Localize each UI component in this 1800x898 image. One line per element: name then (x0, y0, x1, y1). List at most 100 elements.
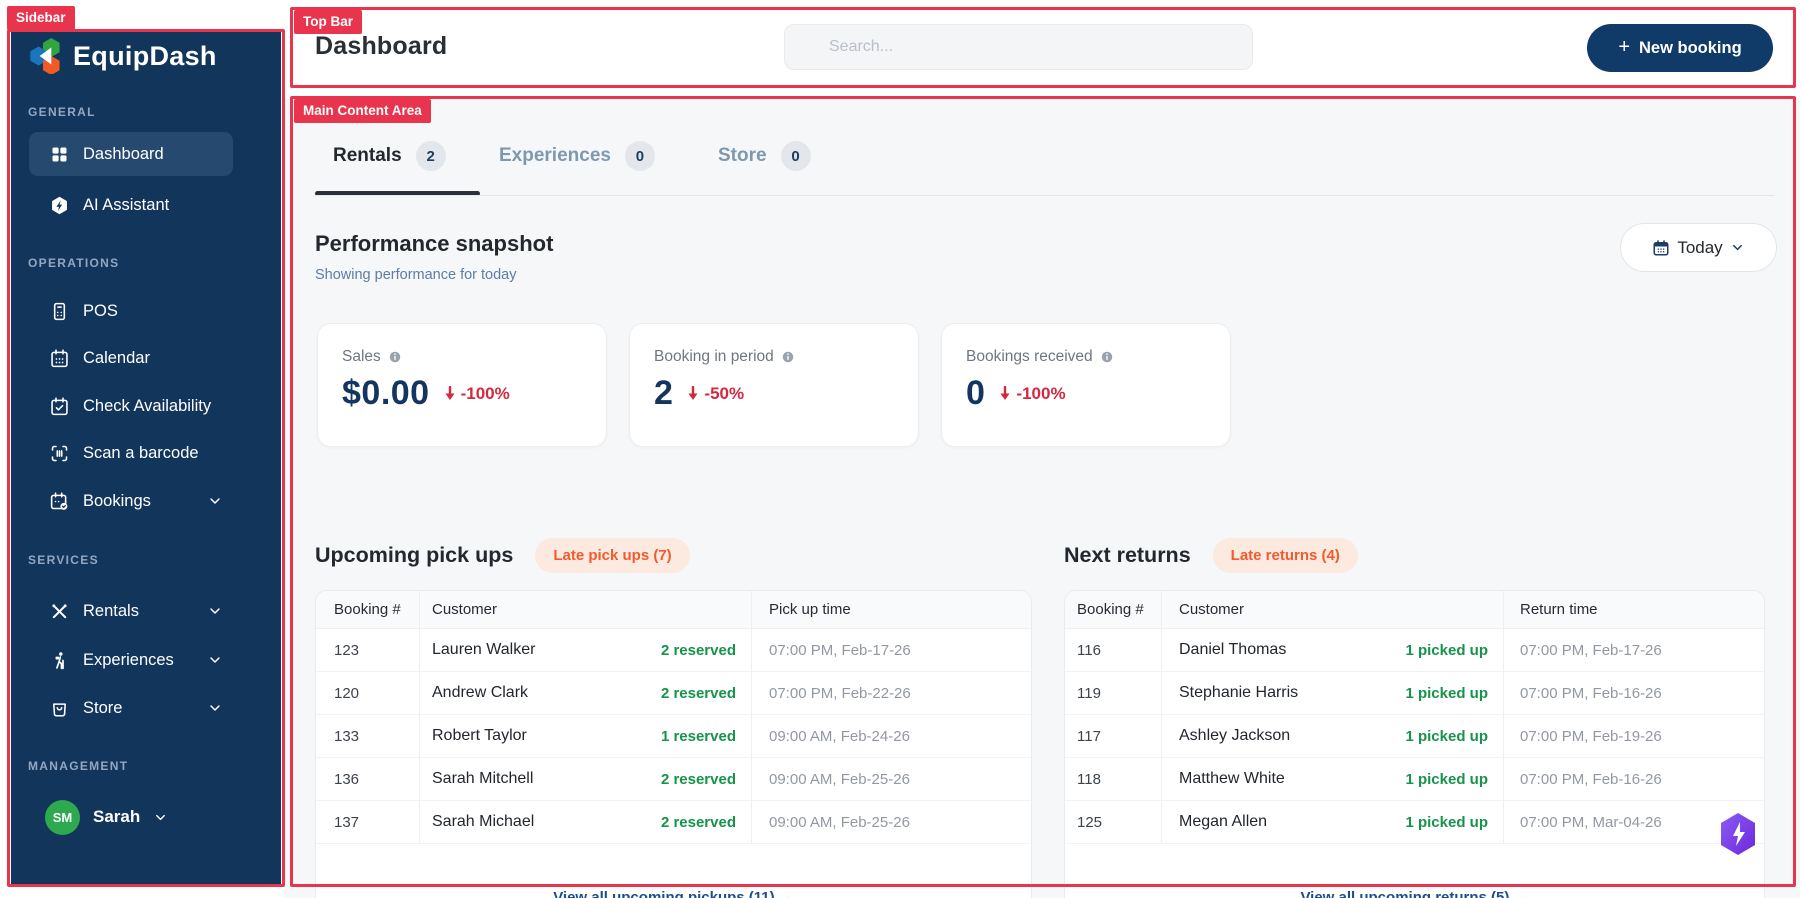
table-row[interactable]: 137 Sarah Michael 2 reserved 09:00 AM, Fe… (316, 801, 1031, 844)
pickup-time: 07:00 PM, Feb-17-26 (751, 629, 1031, 671)
view-all-pickups-link[interactable]: View all upcoming pickups (11) → (553, 889, 794, 898)
table-row[interactable]: 116 Daniel Thomas 1 picked up 07:00 PM, F… (1065, 629, 1764, 672)
sidebar: EquipDash GENERAL Dashboard AI Assistant… (11, 32, 281, 884)
table-row[interactable]: 125 Megan Allen 1 picked up 07:00 PM, Mar… (1065, 801, 1764, 844)
brand-logo[interactable]: EquipDash (11, 36, 281, 76)
customer-name: Matthew White (1179, 770, 1285, 787)
sidebar-item-rentals[interactable]: Rentals (29, 589, 233, 633)
table-row[interactable]: 136 Sarah Mitchell 2 reserved 09:00 AM, F… (316, 758, 1031, 801)
booking-number: 123 (334, 641, 360, 659)
arrow-down-icon (999, 386, 1011, 401)
info-icon[interactable] (781, 350, 795, 364)
status-badge: 2 reserved (660, 641, 736, 659)
sidebar-item-dashboard[interactable]: Dashboard (29, 132, 233, 176)
return-time: 07:00 PM, Feb-16-26 (1503, 758, 1764, 800)
sidebar-item-experiences[interactable]: Experiences (29, 638, 233, 682)
customer-name: Sarah Michael (432, 813, 535, 830)
sidebar-item-label: Rentals (83, 601, 139, 620)
customer-name: Daniel Thomas (1179, 641, 1287, 658)
tab-store[interactable]: Store 0 (718, 141, 811, 171)
metric-card-booking-in-period: Booking in period 2 -50% (629, 323, 919, 447)
column-header: Booking # (1077, 601, 1144, 618)
section-label-operations: OPERATIONS (28, 256, 120, 270)
booking-number: 136 (334, 770, 360, 788)
metric-label: Bookings received (966, 348, 1093, 365)
sidebar-item-pos[interactable]: POS (29, 289, 233, 333)
returns-title: Next returns (1064, 543, 1191, 567)
metric-card-sales: Sales $0.00 -100% (317, 323, 607, 447)
metric-label: Booking in period (654, 348, 774, 365)
returns-table: Booking # Customer Return time 116 Danie… (1064, 590, 1765, 898)
metric-label: Sales (342, 348, 381, 365)
performance-title: Performance snapshot (315, 231, 554, 256)
sidebar-item-calendar[interactable]: Calendar (29, 336, 233, 380)
return-time: 07:00 PM, Mar-04-26 (1503, 801, 1764, 843)
tab-experiences[interactable]: Experiences 0 (499, 141, 655, 171)
tab-experiences-count: 0 (624, 141, 655, 171)
pos-terminal-icon (47, 299, 71, 323)
sidebar-item-check-availability[interactable]: Check Availability (29, 384, 233, 428)
table-row[interactable]: 120 Andrew Clark 2 reserved 07:00 PM, Feb… (316, 672, 1031, 715)
table-row[interactable]: 119 Stephanie Harris 1 picked up 07:00 PM… (1065, 672, 1764, 715)
table-row[interactable]: 133 Robert Taylor 1 reserved 09:00 AM, Fe… (316, 715, 1031, 758)
search-input[interactable] (784, 24, 1253, 70)
table-row[interactable]: 118 Matthew White 1 picked up 07:00 PM, F… (1065, 758, 1764, 801)
calendar-icon (47, 346, 71, 370)
customer-name: Andrew Clark (432, 684, 529, 701)
tab-experiences-label: Experiences (499, 145, 611, 166)
tab-rentals[interactable]: Rentals 2 (333, 141, 446, 171)
sidebar-item-label: Calendar (83, 348, 150, 367)
pickups-header: Upcoming pick ups Late pick ups (7) (315, 538, 690, 573)
pickup-time: 07:00 PM, Feb-22-26 (751, 672, 1031, 714)
sidebar-item-store[interactable]: Store (29, 686, 233, 730)
sidebar-item-bookings[interactable]: Bookings (29, 479, 233, 523)
hiker-icon (47, 648, 71, 672)
user-name: Sarah (93, 807, 141, 826)
pickups-table: Booking # Customer Pick up time 123 Laur… (315, 590, 1032, 898)
info-icon[interactable] (1100, 350, 1114, 364)
chevron-down-icon (207, 700, 223, 716)
status-badge: 1 picked up (1405, 727, 1488, 745)
late-returns-badge[interactable]: Late returns (4) (1212, 538, 1358, 573)
booking-number: 118 (1077, 770, 1101, 788)
customer-name: Ashley Jackson (1179, 727, 1291, 744)
info-icon[interactable] (388, 350, 402, 364)
barcode-scan-icon (47, 441, 71, 465)
status-badge: 1 picked up (1405, 641, 1488, 659)
status-badge: 2 reserved (660, 684, 736, 702)
late-pickups-badge[interactable]: Late pick ups (7) (535, 538, 690, 573)
period-selector-button[interactable]: Today (1620, 223, 1777, 272)
booking-number: 137 (334, 813, 360, 831)
calendar-check-icon (47, 394, 71, 418)
column-header: Customer (1161, 591, 1503, 628)
returns-header: Next returns Late returns (4) (1064, 538, 1358, 573)
table-row[interactable]: 117 Ashley Jackson 1 picked up 07:00 PM, … (1065, 715, 1764, 758)
user-menu[interactable]: SM Sarah (11, 799, 281, 835)
status-badge: 1 picked up (1405, 770, 1488, 788)
dashboard-grid-icon (47, 142, 71, 166)
sidebar-item-ai-assistant[interactable]: AI Assistant (29, 183, 233, 227)
new-booking-button[interactable]: + New booking (1587, 24, 1773, 72)
tab-store-count: 0 (780, 141, 811, 171)
bookings-calendar-icon (47, 489, 71, 513)
booking-number: 120 (334, 684, 360, 702)
column-header: Booking # (334, 601, 401, 618)
sidebar-item-label: AI Assistant (83, 195, 170, 214)
column-header: Pick up time (751, 591, 1031, 628)
sidebar-item-label: Dashboard (83, 144, 164, 163)
chevron-down-icon (207, 603, 223, 619)
sidebar-item-label: Scan a barcode (83, 443, 199, 462)
column-header: Return time (1503, 591, 1764, 628)
sidebar-item-label: POS (83, 301, 118, 320)
performance-subtitle: Showing performance for today (315, 267, 517, 283)
table-row[interactable]: 123 Lauren Walker 2 reserved 07:00 PM, Fe… (316, 629, 1031, 672)
booking-number: 119 (1077, 684, 1101, 702)
hexagon-bolt-icon (47, 193, 71, 217)
view-all-returns-link[interactable]: View all upcoming returns (5) → (1300, 889, 1529, 898)
avatar: SM (45, 799, 80, 835)
metric-delta: -100% (460, 383, 510, 403)
metric-cards: Sales $0.00 -100% Booking in period 2 -5… (317, 323, 1231, 447)
ai-chat-widget-button[interactable] (1718, 812, 1758, 856)
sidebar-item-scan-barcode[interactable]: Scan a barcode (29, 431, 233, 475)
